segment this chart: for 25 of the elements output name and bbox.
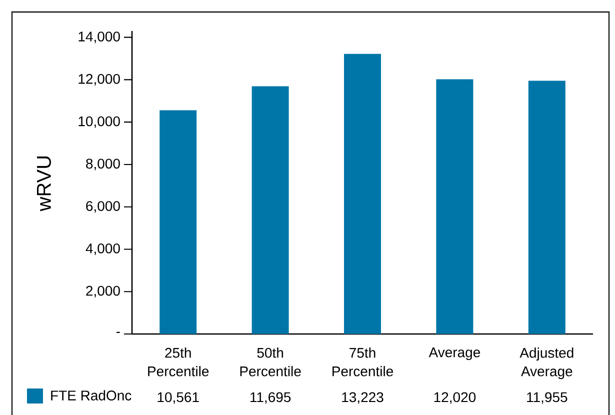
bar (344, 54, 381, 334)
y-tick-label: 6,000 (86, 201, 120, 213)
bar (528, 80, 566, 334)
bar (160, 110, 197, 334)
y-tick-label: 2,000 (86, 286, 120, 298)
y-tick-label: - (116, 332, 120, 333)
data-label: 12,020 (434, 392, 476, 404)
y-tick-label: 12,000 (78, 74, 120, 86)
x-tick-label: 50th Percentile (240, 348, 301, 376)
legend-label: FTE RadOnc (51, 390, 132, 400)
data-label: 11,695 (250, 392, 291, 404)
x-tick-label: Average (428, 348, 480, 360)
y-tick-label: 14,000 (78, 32, 120, 44)
x-tick-label: 25th Percentile (148, 348, 209, 376)
x-tick-label: 75th Percentile (332, 348, 394, 376)
y-axis-title: wRVU (37, 156, 51, 212)
y-tick-label: 8,000 (86, 158, 120, 170)
bar (252, 86, 289, 334)
y-tick-label: 4,000 (86, 243, 120, 256)
data-label: 10,561 (158, 392, 199, 404)
y-tick-label: 10,000 (78, 116, 120, 128)
bar (436, 79, 474, 334)
data-label: 11,955 (527, 392, 568, 404)
data-label: 13,223 (342, 392, 384, 404)
x-tick-label: Adjusted Average (520, 348, 574, 380)
